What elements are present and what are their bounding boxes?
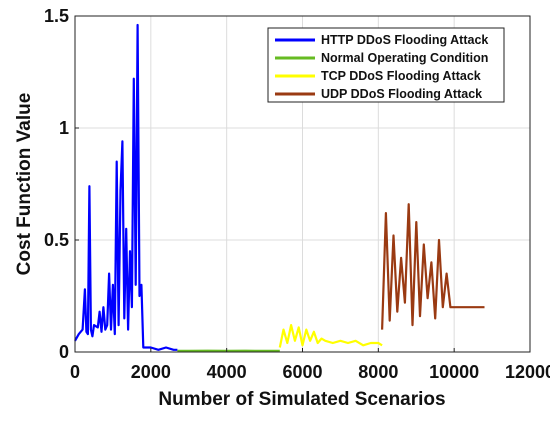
y-tick-label: 1 bbox=[59, 118, 69, 138]
legend-label-tcp: TCP DDoS Flooding Attack bbox=[321, 69, 481, 83]
y-tick-label: 0 bbox=[59, 342, 69, 362]
y-tick-label: 0.5 bbox=[44, 230, 69, 250]
x-tick-label: 0 bbox=[70, 362, 80, 382]
legend-label-normal: Normal Operating Condition bbox=[321, 51, 488, 65]
x-tick-label: 2000 bbox=[131, 362, 171, 382]
y-axis-title: Cost Function Value bbox=[14, 93, 35, 276]
legend-label-udp: UDP DDoS Flooding Attack bbox=[321, 87, 482, 101]
x-tick-label: 4000 bbox=[207, 362, 247, 382]
legend-label-http: HTTP DDoS Flooding Attack bbox=[321, 33, 488, 47]
x-tick-label: 8000 bbox=[358, 362, 398, 382]
legend: HTTP DDoS Flooding Attack Normal Operati… bbox=[268, 28, 504, 102]
x-tick-label: 10000 bbox=[429, 362, 479, 382]
y-tick-label: 1.5 bbox=[44, 6, 69, 26]
x-tick-label: 6000 bbox=[282, 362, 322, 382]
x-axis-title: Number of Simulated Scenarios bbox=[158, 389, 445, 410]
